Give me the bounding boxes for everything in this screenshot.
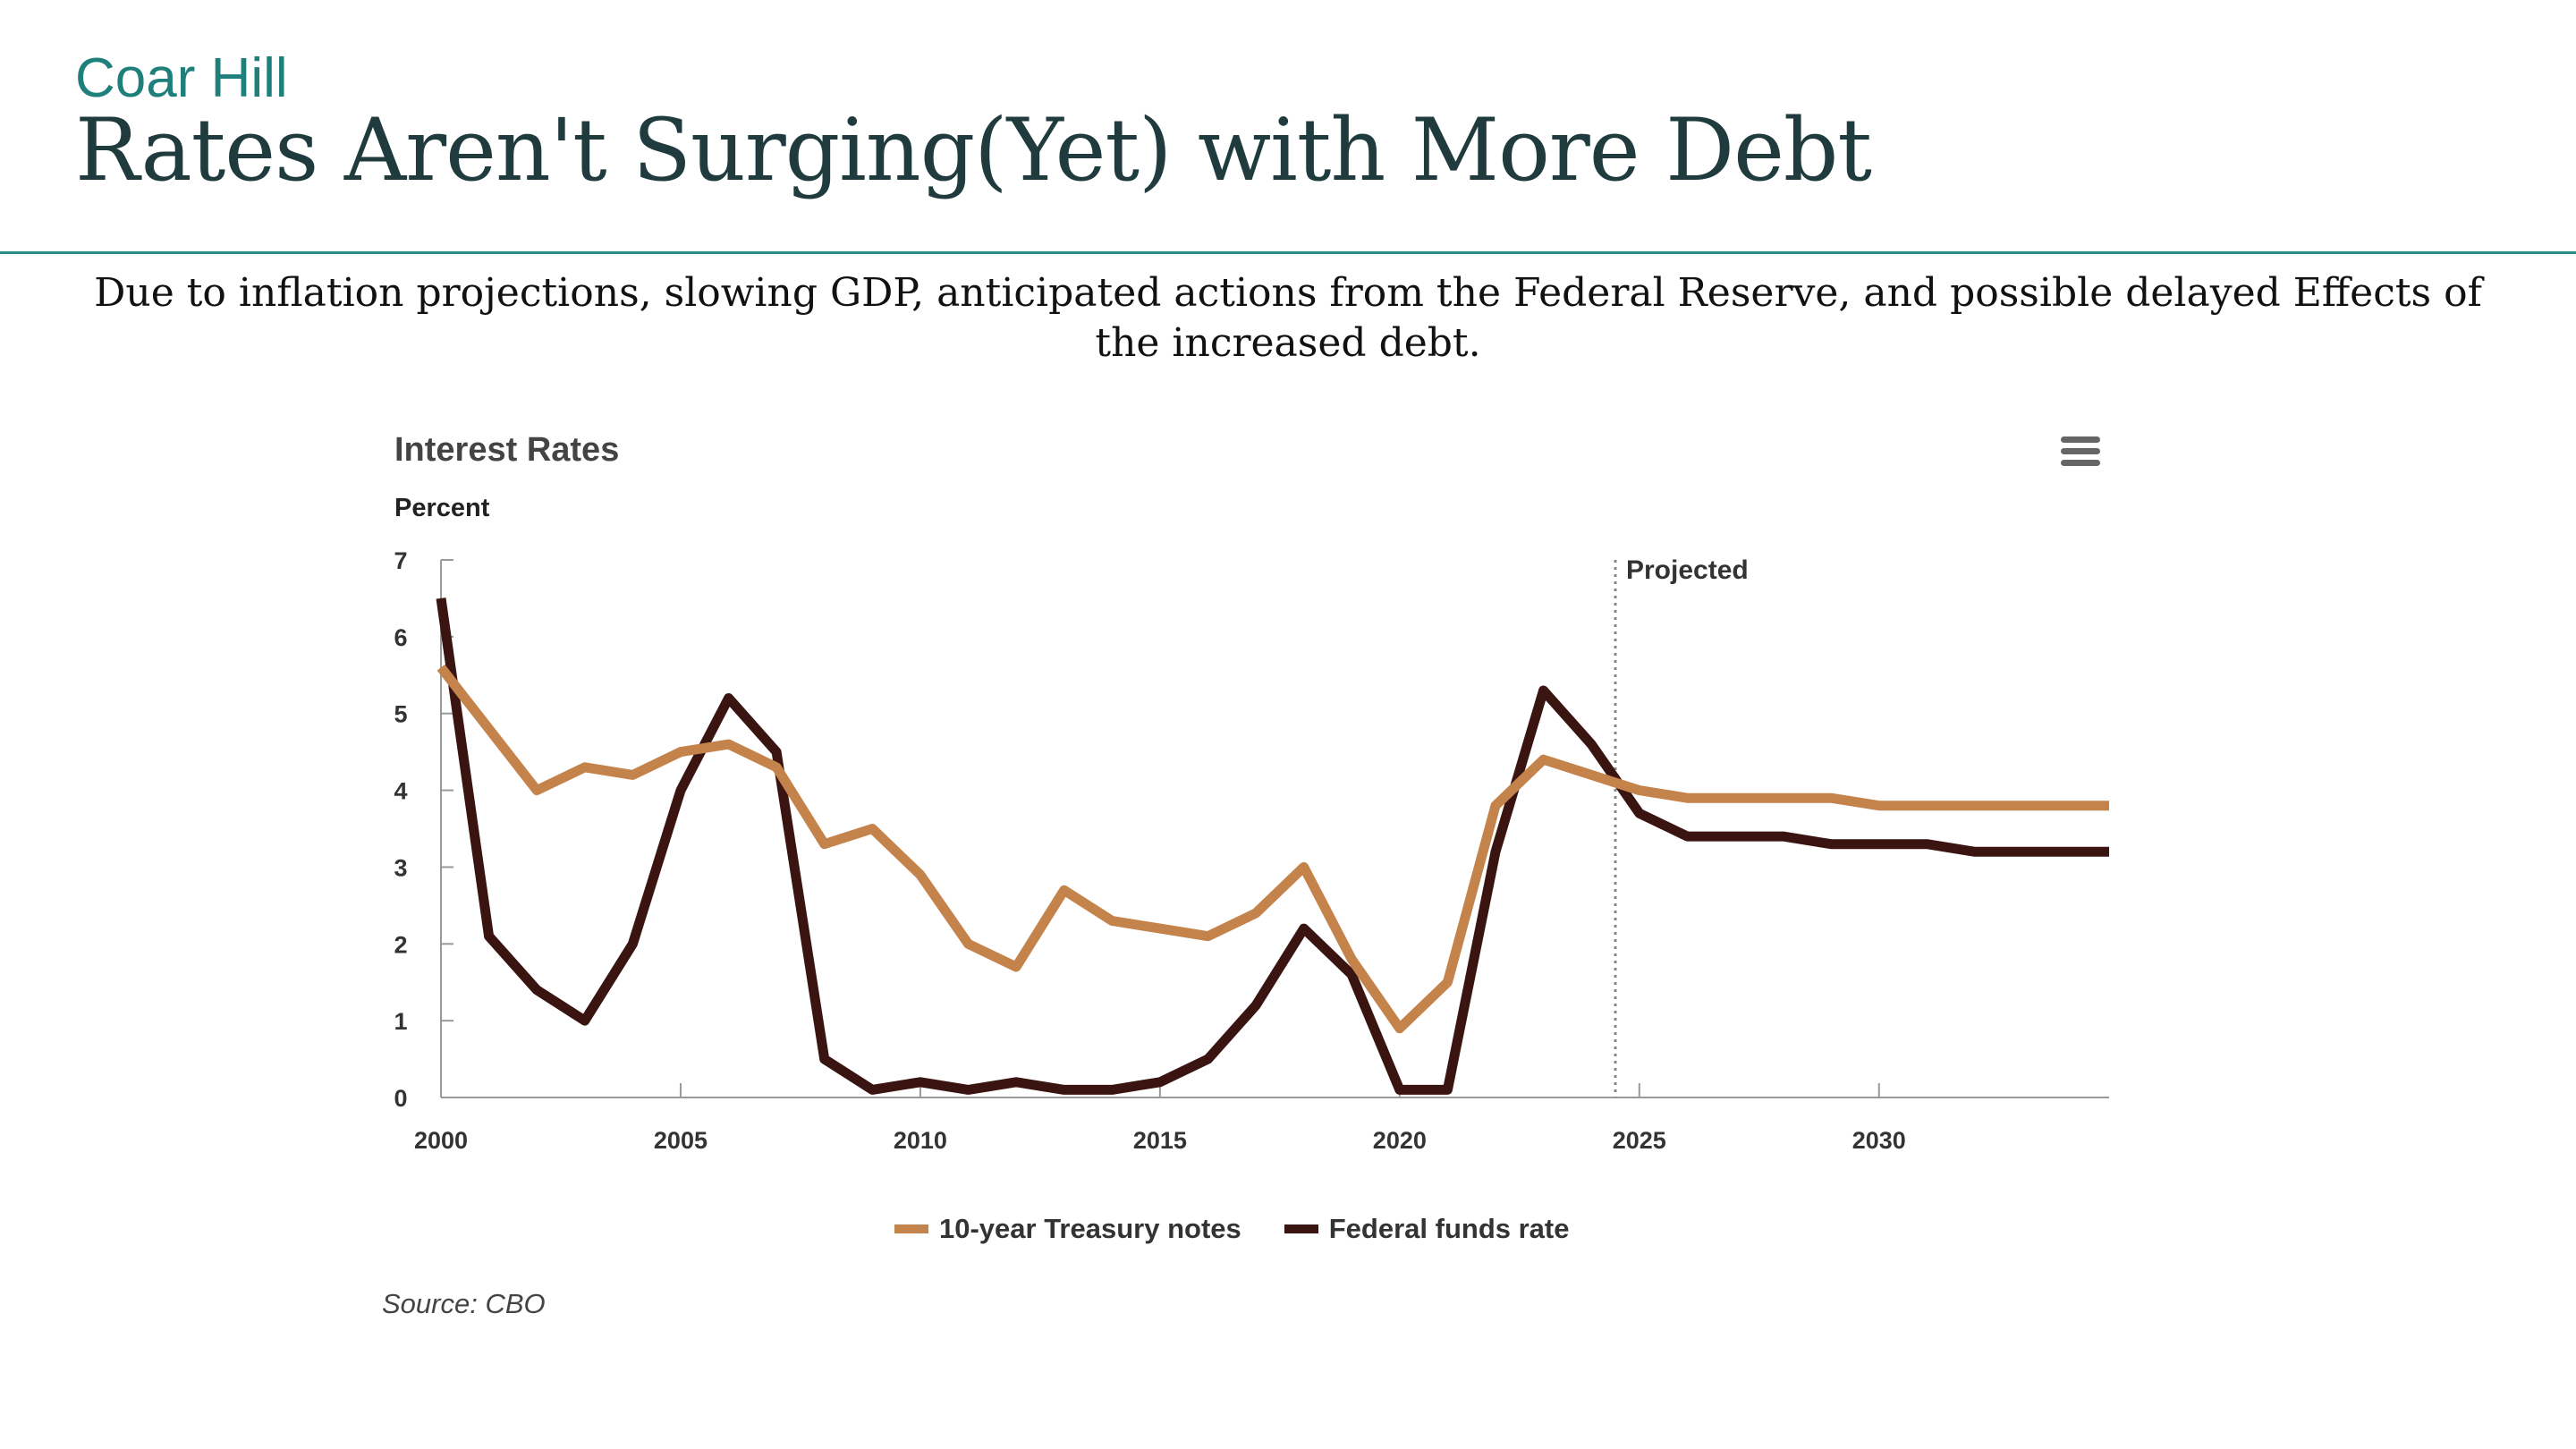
x-tick-label: 2010 — [894, 1127, 947, 1154]
source-note: Source: CBO — [382, 1288, 546, 1319]
y-tick-label: 5 — [394, 701, 407, 728]
legend-label-treasury: 10-year Treasury notes — [939, 1213, 1241, 1244]
series-line-treasury — [436, 664, 2109, 1034]
y-tick-label: 0 — [394, 1085, 407, 1112]
chart-title: Interest Rates — [394, 431, 620, 469]
chart-legend: 10-year Treasury notes Federal funds rat… — [894, 1213, 1570, 1245]
y-tick-label: 2 — [394, 931, 407, 958]
y-axis-unit-label: Percent — [394, 494, 490, 522]
series-line-fedfunds — [436, 597, 2109, 1095]
legend-item-treasury[interactable]: 10-year Treasury notes — [894, 1213, 1241, 1245]
legend-swatch-fedfunds — [1284, 1224, 1318, 1233]
x-tick-label: 2025 — [1613, 1127, 1666, 1154]
y-tick-label: 7 — [394, 547, 407, 574]
x-tick-label: 2020 — [1373, 1127, 1427, 1154]
y-tick-label: 4 — [394, 778, 407, 805]
x-tick-label: 2030 — [1852, 1127, 1906, 1154]
title-divider — [0, 251, 2576, 254]
y-tick-label: 6 — [394, 624, 407, 651]
y-tick-label: 3 — [394, 854, 407, 881]
legend-label-fedfunds: Federal funds rate — [1328, 1213, 1570, 1244]
y-tick-label: 1 — [394, 1008, 407, 1035]
legend-swatch-treasury — [894, 1224, 928, 1233]
page-title: Rates Aren't Surging(Yet) with More Debt — [75, 100, 1872, 200]
hamburger-menu-icon[interactable] — [2061, 436, 2100, 472]
projected-label: Projected — [1626, 555, 1749, 585]
x-tick-label: 2000 — [414, 1127, 468, 1154]
page-subtitle: Due to inflation projections, slowing GD… — [94, 270, 2482, 366]
brand-name: Coar Hill — [75, 47, 288, 109]
legend-item-fedfunds[interactable]: Federal funds rate — [1284, 1213, 1570, 1245]
x-tick-label: 2015 — [1133, 1127, 1187, 1154]
x-tick-label: 2005 — [654, 1127, 708, 1154]
